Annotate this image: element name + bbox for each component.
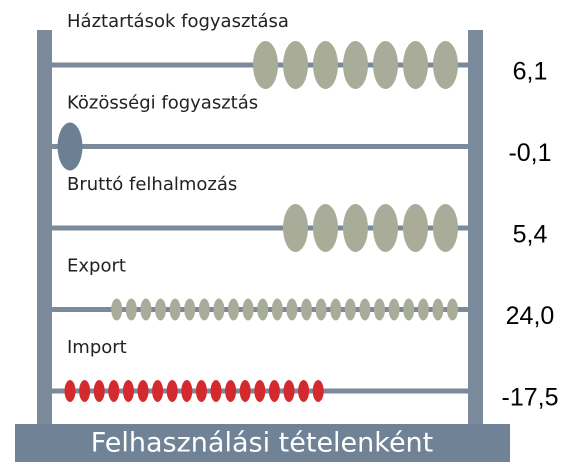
bead [403,299,414,321]
value-label: 6,1 [513,58,548,86]
bead [181,380,192,402]
bead [196,380,207,402]
left-post [37,30,52,430]
bead [65,380,76,402]
bead [284,380,295,402]
bead [313,380,324,402]
rod [52,144,468,149]
bead [79,380,90,402]
bead-group [58,123,83,171]
value-label: -0,1 [508,139,551,167]
bead [170,299,181,321]
bead [330,299,341,321]
bead [228,299,239,321]
bead [313,41,338,89]
bead [184,299,195,321]
bead [243,299,254,321]
right-post [468,30,483,430]
bead [283,204,308,252]
value-label: -17,5 [502,384,559,412]
bead [298,380,309,402]
bead [111,299,122,321]
bead [272,299,283,321]
bead [58,123,83,171]
bead [138,380,149,402]
bead [123,380,134,402]
bead [126,299,137,321]
row-label: Közösségi fogyasztás [67,93,258,114]
bead [313,204,338,252]
bead [433,204,458,252]
bead [108,380,119,402]
bead [254,380,265,402]
bead [433,41,458,89]
bead [94,380,105,402]
footer-label: Felhasználási tételenként [91,428,434,459]
bead [301,299,312,321]
abacus-chart: Felhasználási tételenként Háztartások fo… [0,0,573,462]
bead [225,380,236,402]
bead [403,204,428,252]
row-label: Import [67,337,127,358]
bead [253,41,278,89]
bead [345,299,356,321]
row-label: Háztartások fogyasztása [67,11,289,32]
bead [403,41,428,89]
bead [343,204,368,252]
bead [155,299,166,321]
bead [389,299,400,321]
row-label: Bruttó felhalmozás [67,174,237,195]
value-label: 5,4 [513,221,548,249]
bead [152,380,163,402]
bead [257,299,268,321]
bead [374,299,385,321]
bead [447,299,458,321]
bead [286,299,297,321]
bead-group [253,41,458,89]
bead [373,204,398,252]
bead [199,299,210,321]
bead [432,299,443,321]
bead [269,380,280,402]
value-label: 24,0 [506,302,555,330]
bead [213,299,224,321]
bead [373,41,398,89]
bead [343,41,368,89]
row-label: Export [67,256,126,277]
bead [167,380,178,402]
bead [283,41,308,89]
bead [240,380,251,402]
bead [316,299,327,321]
bead [211,380,222,402]
bead [418,299,429,321]
bead [140,299,151,321]
bead [359,299,370,321]
